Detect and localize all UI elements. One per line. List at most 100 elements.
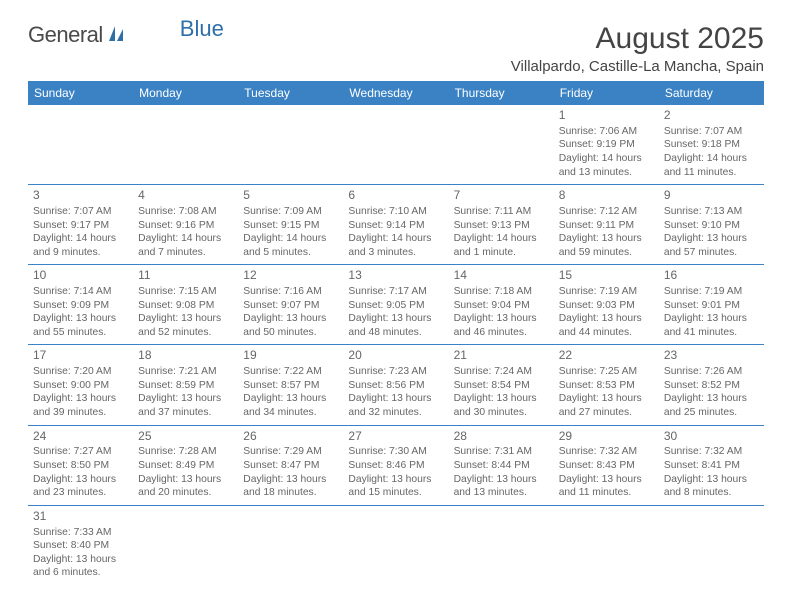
- calendar-cell: 31Sunrise: 7:33 AMSunset: 8:40 PMDayligh…: [28, 505, 133, 585]
- calendar-cell: 17Sunrise: 7:20 AMSunset: 9:00 PMDayligh…: [28, 345, 133, 425]
- cell-sunset: Sunset: 8:54 PM: [454, 379, 549, 393]
- cell-dl2: and 18 minutes.: [243, 486, 338, 500]
- cell-dl2: and 41 minutes.: [664, 326, 759, 340]
- day-number: 2: [664, 108, 759, 124]
- cell-dl1: Daylight: 14 hours: [559, 152, 654, 166]
- cell-dl2: and 50 minutes.: [243, 326, 338, 340]
- cell-sunrise: Sunrise: 7:07 AM: [664, 125, 759, 139]
- cell-sunrise: Sunrise: 7:10 AM: [348, 205, 443, 219]
- day-number: 22: [559, 348, 654, 364]
- cell-sunset: Sunset: 8:44 PM: [454, 459, 549, 473]
- calendar-cell: 22Sunrise: 7:25 AMSunset: 8:53 PMDayligh…: [554, 345, 659, 425]
- day-number: 12: [243, 268, 338, 284]
- cell-dl1: Daylight: 13 hours: [664, 312, 759, 326]
- cell-dl1: Daylight: 13 hours: [243, 312, 338, 326]
- cell-dl2: and 37 minutes.: [138, 406, 233, 420]
- day-number: 14: [454, 268, 549, 284]
- cell-dl1: Daylight: 13 hours: [454, 473, 549, 487]
- cell-dl1: Daylight: 13 hours: [33, 312, 128, 326]
- cell-sunset: Sunset: 9:17 PM: [33, 219, 128, 233]
- calendar-cell: 16Sunrise: 7:19 AMSunset: 9:01 PMDayligh…: [659, 265, 764, 345]
- day-number: 23: [664, 348, 759, 364]
- calendar-cell: 3Sunrise: 7:07 AMSunset: 9:17 PMDaylight…: [28, 185, 133, 265]
- cell-dl1: Daylight: 13 hours: [559, 392, 654, 406]
- cell-dl2: and 1 minute.: [454, 246, 549, 260]
- calendar-cell: 25Sunrise: 7:28 AMSunset: 8:49 PMDayligh…: [133, 425, 238, 505]
- cell-dl2: and 3 minutes.: [348, 246, 443, 260]
- cell-sunset: Sunset: 8:50 PM: [33, 459, 128, 473]
- calendar-cell: 23Sunrise: 7:26 AMSunset: 8:52 PMDayligh…: [659, 345, 764, 425]
- calendar-cell: [28, 105, 133, 185]
- day-number: 21: [454, 348, 549, 364]
- cell-sunset: Sunset: 9:18 PM: [664, 138, 759, 152]
- month-title: August 2025: [511, 22, 764, 56]
- cell-dl2: and 11 minutes.: [559, 486, 654, 500]
- calendar-cell: 18Sunrise: 7:21 AMSunset: 8:59 PMDayligh…: [133, 345, 238, 425]
- calendar-row: 3Sunrise: 7:07 AMSunset: 9:17 PMDaylight…: [28, 185, 764, 265]
- cell-dl1: Daylight: 13 hours: [348, 473, 443, 487]
- calendar-cell: 13Sunrise: 7:17 AMSunset: 9:05 PMDayligh…: [343, 265, 448, 345]
- day-number: 9: [664, 188, 759, 204]
- cell-sunrise: Sunrise: 7:12 AM: [559, 205, 654, 219]
- cell-dl2: and 59 minutes.: [559, 246, 654, 260]
- day-number: 31: [33, 509, 128, 525]
- cell-sunrise: Sunrise: 7:27 AM: [33, 445, 128, 459]
- dayname-tue: Tuesday: [238, 81, 343, 105]
- cell-sunrise: Sunrise: 7:32 AM: [664, 445, 759, 459]
- calendar-cell: 10Sunrise: 7:14 AMSunset: 9:09 PMDayligh…: [28, 265, 133, 345]
- cell-dl1: Daylight: 13 hours: [454, 312, 549, 326]
- cell-dl1: Daylight: 13 hours: [348, 312, 443, 326]
- cell-sunset: Sunset: 9:08 PM: [138, 299, 233, 313]
- cell-sunset: Sunset: 9:14 PM: [348, 219, 443, 233]
- day-number: 24: [33, 429, 128, 445]
- dayname-row: Sunday Monday Tuesday Wednesday Thursday…: [28, 81, 764, 105]
- calendar-cell: 12Sunrise: 7:16 AMSunset: 9:07 PMDayligh…: [238, 265, 343, 345]
- cell-sunrise: Sunrise: 7:13 AM: [664, 205, 759, 219]
- calendar-cell: [238, 505, 343, 585]
- cell-sunset: Sunset: 9:01 PM: [664, 299, 759, 313]
- day-number: 4: [138, 188, 233, 204]
- cell-sunset: Sunset: 8:43 PM: [559, 459, 654, 473]
- cell-dl2: and 6 minutes.: [33, 566, 128, 580]
- cell-dl2: and 57 minutes.: [664, 246, 759, 260]
- day-number: 15: [559, 268, 654, 284]
- day-number: 25: [138, 429, 233, 445]
- cell-sunrise: Sunrise: 7:06 AM: [559, 125, 654, 139]
- day-number: 5: [243, 188, 338, 204]
- cell-dl2: and 15 minutes.: [348, 486, 443, 500]
- calendar-cell: 19Sunrise: 7:22 AMSunset: 8:57 PMDayligh…: [238, 345, 343, 425]
- calendar-cell: 1Sunrise: 7:06 AMSunset: 9:19 PMDaylight…: [554, 105, 659, 185]
- cell-sunset: Sunset: 9:15 PM: [243, 219, 338, 233]
- day-number: 20: [348, 348, 443, 364]
- calendar-cell: 11Sunrise: 7:15 AMSunset: 9:08 PMDayligh…: [133, 265, 238, 345]
- calendar-cell: [133, 505, 238, 585]
- calendar-cell: 20Sunrise: 7:23 AMSunset: 8:56 PMDayligh…: [343, 345, 448, 425]
- cell-sunrise: Sunrise: 7:19 AM: [559, 285, 654, 299]
- cell-dl1: Daylight: 13 hours: [243, 473, 338, 487]
- cell-dl1: Daylight: 13 hours: [138, 312, 233, 326]
- dayname-sun: Sunday: [28, 81, 133, 105]
- cell-dl2: and 55 minutes.: [33, 326, 128, 340]
- cell-dl2: and 7 minutes.: [138, 246, 233, 260]
- calendar-cell: [659, 505, 764, 585]
- calendar-cell: 30Sunrise: 7:32 AMSunset: 8:41 PMDayligh…: [659, 425, 764, 505]
- cell-sunset: Sunset: 9:07 PM: [243, 299, 338, 313]
- calendar-cell: 14Sunrise: 7:18 AMSunset: 9:04 PMDayligh…: [449, 265, 554, 345]
- cell-sunrise: Sunrise: 7:08 AM: [138, 205, 233, 219]
- calendar-cell: [449, 505, 554, 585]
- cell-sunset: Sunset: 9:09 PM: [33, 299, 128, 313]
- cell-dl2: and 20 minutes.: [138, 486, 233, 500]
- calendar-cell: 8Sunrise: 7:12 AMSunset: 9:11 PMDaylight…: [554, 185, 659, 265]
- cell-dl1: Daylight: 13 hours: [664, 232, 759, 246]
- day-number: 13: [348, 268, 443, 284]
- cell-sunset: Sunset: 9:00 PM: [33, 379, 128, 393]
- calendar-cell: 24Sunrise: 7:27 AMSunset: 8:50 PMDayligh…: [28, 425, 133, 505]
- cell-dl1: Daylight: 13 hours: [664, 392, 759, 406]
- day-number: 7: [454, 188, 549, 204]
- cell-dl2: and 25 minutes.: [664, 406, 759, 420]
- cell-dl2: and 52 minutes.: [138, 326, 233, 340]
- cell-sunset: Sunset: 9:13 PM: [454, 219, 549, 233]
- cell-sunrise: Sunrise: 7:31 AM: [454, 445, 549, 459]
- cell-sunset: Sunset: 8:56 PM: [348, 379, 443, 393]
- cell-dl1: Daylight: 13 hours: [559, 312, 654, 326]
